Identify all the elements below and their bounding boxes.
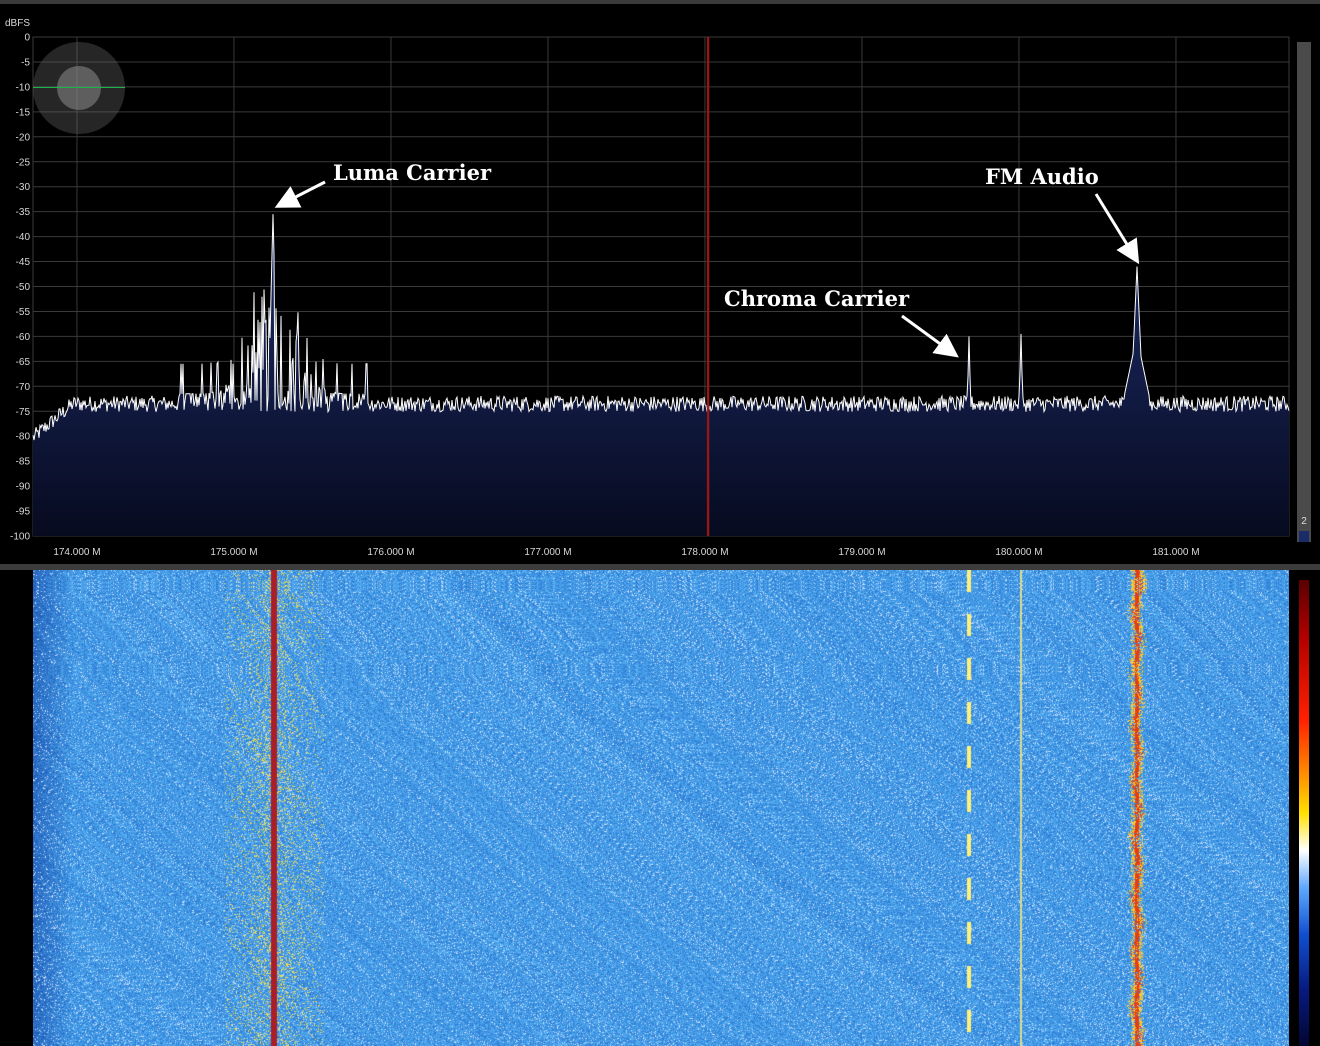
x-tick-label: 178.000 M xyxy=(681,547,728,558)
y-tick-label: -90 xyxy=(16,482,31,493)
arrow-fm-audio xyxy=(1094,193,1140,265)
y-tick-label: -95 xyxy=(16,507,31,518)
annotation-chroma-carrier: Chroma Carrier xyxy=(724,286,910,311)
x-axis-labels: 174.000 M 175.000 M 176.000 M 177.000 M 178.… xyxy=(53,547,1199,558)
y-tick-label: -80 xyxy=(16,432,31,443)
y-tick-label: -55 xyxy=(16,307,31,318)
y-tick-label: -50 xyxy=(16,282,31,293)
y-tick-label: -30 xyxy=(16,182,31,193)
waterfall-color-scale xyxy=(1299,580,1309,1046)
y-tick-label: -75 xyxy=(16,407,31,418)
y-tick-label: -85 xyxy=(16,457,31,468)
arrow-luma-carrier xyxy=(274,180,326,208)
x-tick-label: 176.000 M xyxy=(367,547,414,558)
y-tick-label: -45 xyxy=(16,257,31,268)
x-tick-label: 181.000 M xyxy=(1152,547,1199,558)
y-tick-label: -20 xyxy=(16,132,31,143)
x-tick-label: 174.000 M xyxy=(53,547,100,558)
waterfall-display[interactable] xyxy=(33,570,1289,1046)
y-axis-unit-label: dBFS xyxy=(5,18,30,29)
y-tick-label: -60 xyxy=(16,332,31,343)
y-tick-label: -25 xyxy=(16,157,31,168)
x-tick-label: 180.000 M xyxy=(995,547,1042,558)
y-tick-label: -40 xyxy=(16,232,31,243)
scrollbar-badge: 2 xyxy=(1301,516,1307,527)
waterfall-panel[interactable] xyxy=(0,570,1320,1046)
spectrum-panel[interactable]: dBFS 0 -5 -10 -15 -20 -25 -30 -35 -40 -45 -50 -55 -6… xyxy=(0,4,1320,564)
annotation-luma-carrier: Luma Carrier xyxy=(333,160,492,185)
zoom-knob-icon[interactable] xyxy=(33,42,125,134)
scrollbar-thumb[interactable] xyxy=(1299,531,1309,542)
y-tick-label: -65 xyxy=(16,357,31,368)
y-axis-labels: 0 -5 -10 -15 -20 -25 -30 -35 -40 -45 -50 -55 -60 -65 -… xyxy=(10,33,30,543)
x-tick-label: 175.000 M xyxy=(210,547,257,558)
spectrum-plot[interactable]: dBFS 0 -5 -10 -15 -20 -25 -30 -35 -40 -45 -50 -55 -6… xyxy=(0,4,1320,564)
spectrum-vertical-scrollbar[interactable] xyxy=(1297,42,1311,542)
arrow-chroma-carrier xyxy=(901,314,959,358)
spectrum-fill xyxy=(33,214,1289,536)
zoom-knob-center[interactable] xyxy=(57,66,101,110)
y-tick-label: -70 xyxy=(16,382,31,393)
y-tick-label: 0 xyxy=(24,33,30,44)
panel-splitter[interactable] xyxy=(0,564,1320,570)
window-top-bar xyxy=(0,0,1320,4)
zoom-knob-indicator xyxy=(33,87,125,88)
y-tick-label: -100 xyxy=(10,532,30,543)
x-tick-label: 179.000 M xyxy=(838,547,885,558)
spectrum-trace xyxy=(32,214,1290,441)
y-tick-label: -15 xyxy=(16,107,31,118)
x-tick-label: 177.000 M xyxy=(524,547,571,558)
annotation-fm-audio: FM Audio xyxy=(985,164,1099,189)
y-tick-label: -35 xyxy=(16,207,31,218)
y-tick-label: -10 xyxy=(16,82,31,93)
y-tick-label: -5 xyxy=(21,57,30,68)
